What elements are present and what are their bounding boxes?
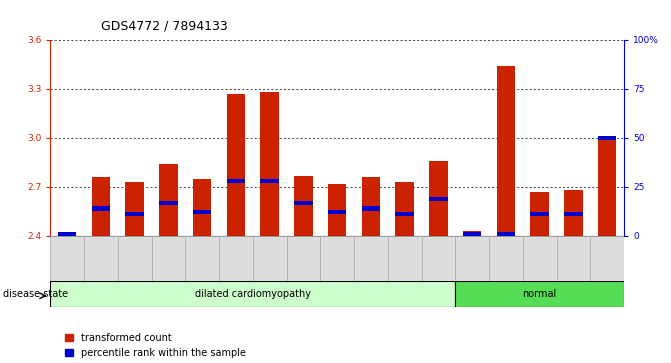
FancyBboxPatch shape bbox=[523, 236, 556, 281]
FancyBboxPatch shape bbox=[556, 236, 590, 281]
Bar bbox=[125, 182, 144, 236]
FancyBboxPatch shape bbox=[320, 236, 354, 281]
Bar bbox=[227, 94, 245, 236]
Bar bbox=[328, 184, 346, 236]
Bar bbox=[193, 211, 211, 215]
Bar bbox=[530, 212, 549, 216]
Bar bbox=[463, 231, 482, 236]
Bar bbox=[530, 192, 549, 236]
Bar bbox=[429, 161, 448, 236]
FancyBboxPatch shape bbox=[287, 236, 320, 281]
Bar bbox=[598, 136, 617, 140]
FancyBboxPatch shape bbox=[50, 281, 456, 307]
FancyBboxPatch shape bbox=[253, 236, 287, 281]
Text: disease state: disease state bbox=[3, 289, 68, 299]
Bar bbox=[260, 92, 279, 236]
Text: normal: normal bbox=[523, 289, 557, 299]
Bar bbox=[159, 164, 178, 236]
Bar bbox=[92, 177, 110, 236]
Bar bbox=[294, 176, 313, 236]
FancyBboxPatch shape bbox=[50, 236, 84, 281]
FancyBboxPatch shape bbox=[590, 236, 624, 281]
FancyBboxPatch shape bbox=[185, 236, 219, 281]
Bar bbox=[294, 201, 313, 205]
Bar bbox=[193, 179, 211, 236]
Legend: transformed count, percentile rank within the sample: transformed count, percentile rank withi… bbox=[65, 333, 246, 358]
Bar bbox=[497, 66, 515, 236]
FancyBboxPatch shape bbox=[489, 236, 523, 281]
Bar bbox=[58, 232, 76, 236]
Bar bbox=[429, 197, 448, 201]
Bar bbox=[463, 232, 482, 236]
FancyBboxPatch shape bbox=[84, 236, 118, 281]
Bar bbox=[598, 136, 617, 236]
Bar bbox=[328, 211, 346, 215]
Text: dilated cardiomyopathy: dilated cardiomyopathy bbox=[195, 289, 311, 299]
FancyBboxPatch shape bbox=[456, 236, 489, 281]
Text: GDS4772 / 7894133: GDS4772 / 7894133 bbox=[101, 20, 227, 33]
Bar bbox=[497, 232, 515, 236]
FancyBboxPatch shape bbox=[118, 236, 152, 281]
Bar bbox=[227, 179, 245, 183]
Bar bbox=[564, 212, 582, 216]
Bar bbox=[395, 212, 414, 216]
FancyBboxPatch shape bbox=[152, 236, 185, 281]
FancyBboxPatch shape bbox=[219, 236, 253, 281]
Bar bbox=[362, 207, 380, 211]
Bar bbox=[564, 190, 582, 236]
FancyBboxPatch shape bbox=[354, 236, 388, 281]
Bar bbox=[395, 182, 414, 236]
Bar bbox=[362, 177, 380, 236]
FancyBboxPatch shape bbox=[388, 236, 421, 281]
Bar bbox=[125, 212, 144, 216]
Bar bbox=[58, 234, 76, 236]
Bar bbox=[92, 207, 110, 211]
Bar bbox=[260, 179, 279, 183]
FancyBboxPatch shape bbox=[456, 281, 624, 307]
Bar bbox=[159, 201, 178, 205]
FancyBboxPatch shape bbox=[421, 236, 456, 281]
